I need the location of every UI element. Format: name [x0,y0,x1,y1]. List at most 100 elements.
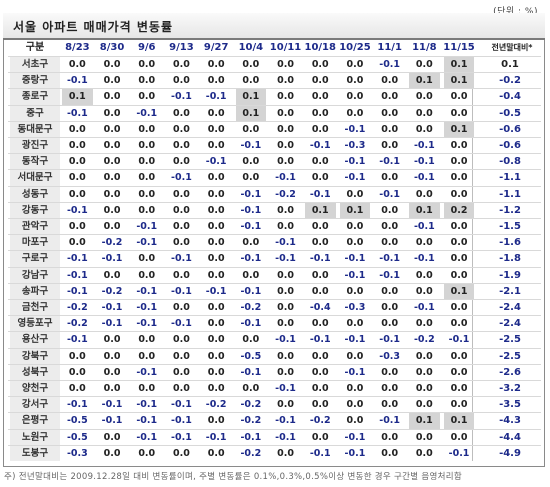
value-cell: 0.0 [138,253,156,265]
value-cell: -0.1 [413,140,435,151]
value-cell: 0.0 [346,107,364,119]
prev-year-end-cell: -1.1 [499,172,521,184]
value-cell: -0.2 [205,399,227,411]
value-cell: -0.1 [413,156,435,168]
value-cell: 0.0 [346,188,364,200]
value-cell: 0.0 [277,350,294,362]
value-cell: 0.0 [207,253,225,265]
value-cell: -0.1 [275,415,296,427]
value-cell: 0.0 [311,172,329,184]
value-cell: 0.0 [103,366,121,378]
value-cell: 0.0 [311,75,329,87]
value-cell: 0.0 [138,188,156,200]
value-cell: 0.0 [207,350,225,362]
value-cell: 0.0 [68,237,86,249]
value-cell: 0.0 [207,415,225,427]
value-cell: -0.1 [240,318,262,330]
value-cell: -0.1 [309,334,331,346]
value-cell: 0.0 [311,91,329,103]
header-date: 10/4 [238,42,264,53]
value-cell: 0.0 [103,59,121,70]
value-cell: -0.1 [240,366,262,378]
value-cell: 0.0 [68,350,86,362]
district-name: 송파구 [10,283,60,299]
value-cell: 0.0 [207,221,225,232]
value-cell: 0.0 [138,75,156,87]
value-cell: -0.1 [344,334,366,346]
value-cell: -0.1 [344,253,366,265]
value-cell: 0.0 [207,107,225,119]
value-cell: 0.0 [311,350,329,362]
value-cell: 0.0 [138,447,156,459]
value-cell: 0.0 [381,140,399,151]
value-cell: 0.0 [311,107,329,119]
value-cell: -0.1 [344,172,366,184]
value-cell: 0.0 [381,91,399,103]
prev-year-end-cell: -3.5 [499,399,521,411]
value-cell: -0.1 [171,399,192,411]
value-cell: -0.2 [101,285,123,297]
value-cell: 0.0 [173,188,190,200]
value-cell: -0.1 [344,366,366,378]
value-cell: 0.1 [409,413,440,429]
value-cell: 0.0 [242,383,260,394]
value-cell: -0.1 [66,75,88,87]
value-cell: 0.0 [173,59,190,70]
district-name: 종로구 [10,89,60,105]
value-cell: -0.2 [66,318,88,330]
prev-year-end-cell: -1.6 [499,237,521,249]
value-cell: 0.0 [68,172,86,184]
table-row: 구로구 -0.1 -0.1 0.0 -0.1 0.0 -0.1 -0.1 -0.1 -0.1 -0.… [8,250,541,267]
value-cell: -0.1 [136,302,158,313]
table-row: 은평구 -0.5 -0.1 -0.1 -0.1 0.0 -0.2 -0.1 -0.2 0.0 -0.… [8,412,541,429]
value-cell: 0.0 [173,366,190,378]
value-cell: 0.0 [311,399,329,411]
value-cell: 0.0 [173,140,190,151]
header-date: 8/23 [65,42,90,53]
value-cell: 0.0 [450,302,468,313]
value-cell: -0.1 [66,253,88,265]
district-name: 강서구 [10,397,60,413]
value-cell: 0.0 [207,59,225,70]
value-cell: 0.0 [381,318,399,330]
value-cell: -0.5 [66,415,88,427]
value-cell: 0.0 [415,383,433,394]
value-cell: 0.0 [103,91,121,103]
value-cell: 0.0 [346,415,364,427]
value-cell: 0.0 [103,350,121,362]
prev-year-end-cell: -2.6 [499,366,521,378]
value-cell: 0.1 [443,413,475,429]
value-cell: -0.1 [66,334,88,346]
district-name: 강남구 [10,267,60,283]
district-name: 마포구 [10,235,60,251]
value-cell: 0.0 [381,237,399,249]
value-cell: -0.1 [136,318,158,330]
value-cell: -0.1 [240,140,262,151]
value-cell: 0.0 [207,269,225,281]
value-cell: 0.0 [173,302,190,313]
value-cell: 0.0 [68,123,86,135]
table-row: 도봉구 -0.3 0.0 0.0 0.0 0.0 -0.2 0.0 -0.1 -0.1 0.0 0.0… [8,444,541,461]
value-cell: 0.1 [409,73,440,89]
value-cell: 0.0 [242,334,260,346]
value-cell: 0.0 [450,172,468,184]
value-cell: 0.0 [207,318,225,330]
value-cell: 0.0 [277,156,294,168]
value-cell: 0.0 [173,221,190,232]
value-cell: 0.0 [381,366,399,378]
value-cell: 0.0 [138,334,156,346]
value-cell: 0.0 [381,302,399,313]
value-cell: 0.0 [68,383,86,394]
value-cell: 0.0 [277,107,294,119]
value-cell: -0.1 [379,156,401,168]
value-cell: 0.1 [443,73,475,89]
table-row: 관악구 0.0 0.0 -0.1 0.0 0.0 -0.1 0.0 0.0 0.0 0.0 -0.1 0… [8,218,541,235]
value-cell: 0.0 [173,383,190,394]
value-cell: 0.0 [381,204,399,216]
value-cell: 0.0 [277,123,294,135]
value-cell: -0.1 [379,253,401,265]
unit-label: (단위 : %) [493,7,538,17]
value-cell: 0.0 [415,91,433,103]
value-cell: 0.0 [415,59,433,70]
value-cell: -0.1 [205,285,227,297]
